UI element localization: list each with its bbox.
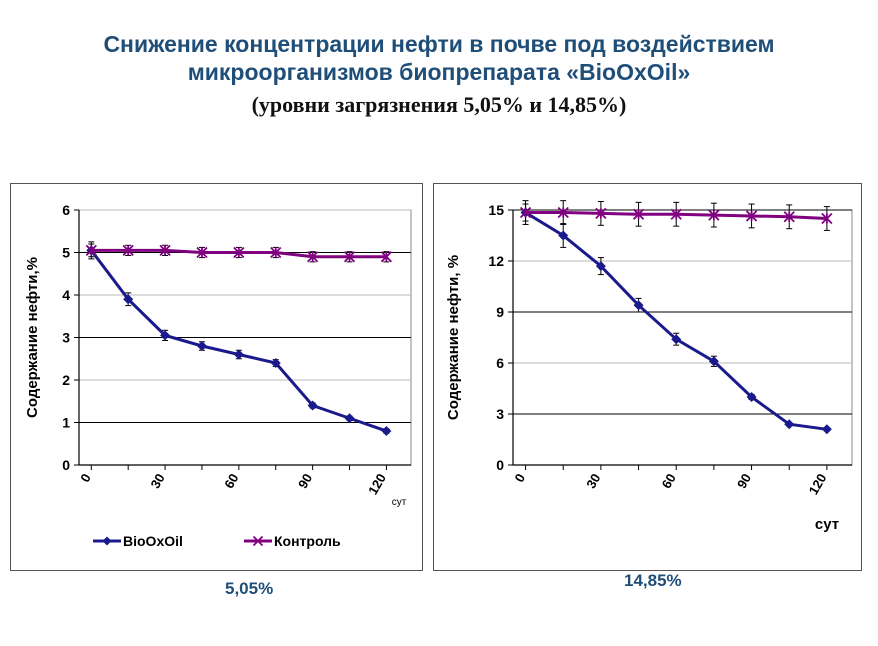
data-point: [270, 358, 281, 368]
data-point: [85, 244, 97, 257]
data-point: [708, 356, 719, 367]
chart-caption-right: 14,85%: [624, 571, 682, 590]
x-tick-label: 30: [583, 471, 603, 491]
y-tick-label: 1: [62, 415, 70, 431]
x-tick-label: 90: [734, 471, 754, 491]
data-point: [821, 212, 833, 225]
data-point: [159, 244, 171, 257]
y-tick-label: 5: [62, 245, 70, 261]
data-point: [784, 419, 795, 430]
data-point: [343, 251, 356, 263]
data-point: [196, 246, 208, 259]
data-point: [270, 246, 282, 259]
legend-label: BioOxOil: [123, 533, 183, 549]
data-point: [557, 206, 569, 219]
data-point: [307, 400, 318, 411]
x-axis-label: сут: [815, 516, 839, 533]
data-point: [633, 300, 644, 311]
data-point: [160, 330, 171, 341]
y-axis-label: Содержание нефти,%: [24, 257, 41, 418]
legend-marker: [252, 535, 264, 547]
x-axis-label: сут: [392, 497, 407, 508]
data-point: [783, 211, 795, 223]
data-point: [380, 251, 393, 263]
legend-label: Контроль: [274, 533, 341, 549]
data-point: [306, 251, 319, 263]
y-tick-label: 15: [488, 202, 504, 218]
data-point: [519, 206, 532, 219]
y-tick-label: 3: [62, 330, 70, 346]
data-point: [821, 424, 832, 435]
chart-panel-14-85: 0 3 6 9 12 15 0 30 60 90 120 сут Содержание нефти, %: [433, 183, 862, 571]
y-tick-label: 4: [62, 287, 70, 303]
chart-caption-left: 5,05%: [225, 579, 274, 598]
data-point: [746, 392, 757, 402]
data-point: [558, 230, 569, 241]
chart-14-85: 0 3 6 9 12 15 0 30 60 90 120 сут Содержание нефти, %: [445, 200, 853, 533]
plot-area: [512, 209, 853, 466]
page-subtitle: (уровни загрязнения 5,05% и 14,85%): [251, 92, 627, 117]
x-tick-label: 0: [77, 471, 94, 485]
chart-panel-5-05: 0 1 2 3 4 5 6 0 30 60 90 120 сут Содержание нефти,% Bi…: [10, 183, 423, 571]
y-tick-label: 0: [62, 457, 70, 473]
data-point: [196, 341, 207, 351]
y-tick-label: 6: [496, 355, 504, 371]
x-tick-label: 120: [365, 471, 389, 497]
y-tick-label: 0: [496, 457, 504, 473]
x-tick-label: 90: [295, 471, 315, 491]
data-point: [122, 244, 134, 257]
y-tick-label: 12: [488, 253, 504, 269]
y-axis-label: Содержание нефти, %: [445, 255, 462, 420]
y-tick-label: 3: [496, 406, 504, 422]
page-title: Снижение концентрации нефти в почве под …: [0, 30, 878, 86]
data-point: [632, 208, 645, 220]
y-tick-label: 2: [62, 372, 70, 388]
x-tick-label: 60: [659, 471, 679, 491]
data-point: [708, 209, 720, 221]
x-tick-label: 0: [512, 471, 529, 485]
data-point: [745, 210, 758, 222]
x-tick-label: 60: [221, 471, 241, 491]
data-point: [595, 207, 607, 220]
y-tick-label: 9: [496, 304, 504, 320]
data-point: [123, 294, 134, 305]
title-line-2: микроорганизмов биопрепарата «BioOxOil»: [187, 59, 691, 85]
x-tick-label: 120: [806, 471, 830, 497]
legend-marker: [102, 536, 112, 546]
data-point: [595, 261, 606, 272]
data-point: [233, 349, 244, 360]
data-point: [233, 246, 245, 259]
x-tick-label: 30: [147, 471, 167, 491]
data-point: [671, 334, 682, 345]
y-tick-label: 6: [62, 202, 70, 218]
title-line-1: Снижение концентрации нефти в почве под …: [103, 31, 775, 57]
data-point: [670, 208, 682, 220]
data-point: [344, 413, 355, 424]
data-point: [381, 426, 392, 436]
